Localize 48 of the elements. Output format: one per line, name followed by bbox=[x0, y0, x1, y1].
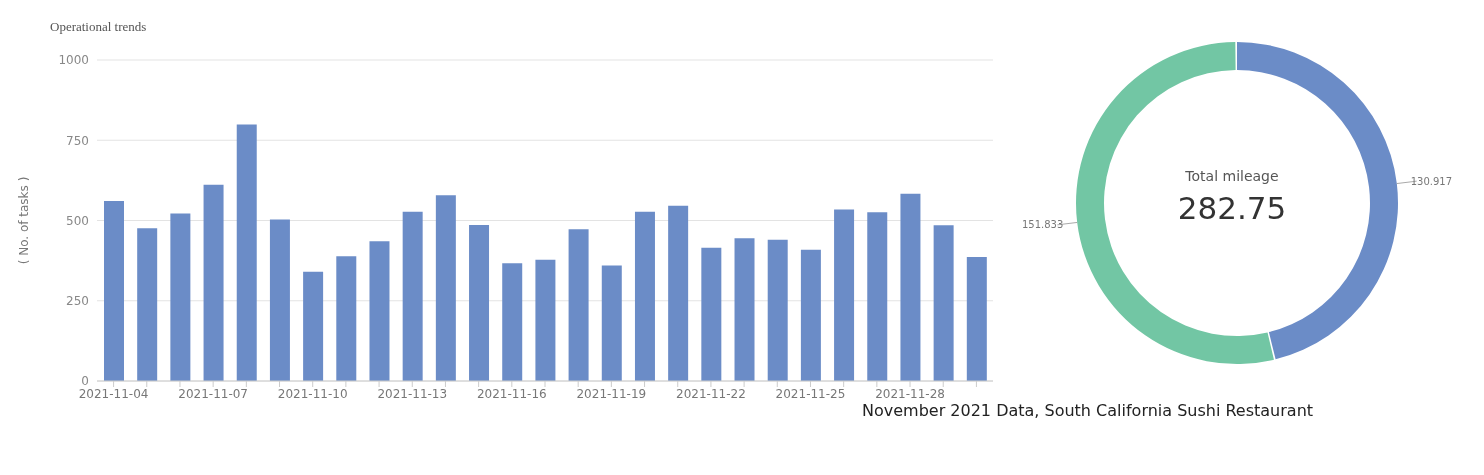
bar bbox=[800, 249, 821, 381]
bar bbox=[535, 259, 556, 381]
x-tick-label: 2021-11-25 bbox=[775, 386, 846, 401]
bar bbox=[900, 193, 921, 381]
y-tick-label: 1000 bbox=[58, 53, 89, 68]
x-tick-label: 2021-11-22 bbox=[676, 386, 746, 401]
bar bbox=[933, 225, 954, 381]
x-tick-label: 2021-11-10 bbox=[277, 386, 348, 401]
bar bbox=[701, 247, 722, 381]
bar bbox=[867, 212, 888, 381]
bar bbox=[668, 205, 689, 381]
x-tick-label: 2021-11-28 bbox=[875, 386, 945, 401]
y-tick-label: 500 bbox=[66, 213, 89, 228]
bar bbox=[336, 256, 357, 381]
x-tick-label: 2021-11-19 bbox=[576, 386, 647, 401]
bar bbox=[734, 238, 755, 381]
y-axis-title: ( No. of tasks ) bbox=[17, 176, 32, 265]
bar bbox=[236, 124, 257, 381]
bar bbox=[634, 211, 655, 381]
data-label: 130.917 bbox=[1410, 176, 1453, 188]
bar bbox=[767, 239, 788, 381]
x-tick-label: 2021-11-07 bbox=[178, 386, 249, 401]
x-tick-label: 2021-11-13 bbox=[377, 386, 448, 401]
x-tick-label: 2021-11-16 bbox=[476, 386, 547, 401]
bar bbox=[137, 228, 158, 381]
bar bbox=[966, 257, 987, 381]
bar bbox=[203, 184, 224, 381]
text: Total mileage bbox=[1184, 168, 1280, 184]
bar bbox=[269, 219, 290, 381]
bar bbox=[568, 229, 589, 381]
y-tick-label: 250 bbox=[66, 294, 89, 309]
bar bbox=[834, 209, 855, 381]
bar bbox=[502, 263, 523, 381]
bar bbox=[601, 265, 622, 381]
bar bbox=[104, 200, 124, 381]
y-tick-label: 750 bbox=[66, 133, 89, 148]
bar bbox=[469, 224, 490, 381]
x-tick-label: 2021-11-04 bbox=[78, 386, 149, 401]
bar bbox=[369, 241, 390, 381]
bar bbox=[303, 271, 324, 381]
text: November 2021 Data, South California Sushi Restaurant bbox=[862, 401, 1314, 420]
y-tick-label: 0 bbox=[81, 374, 89, 389]
bar bbox=[435, 195, 456, 381]
data-label: 151.833 bbox=[1021, 218, 1064, 230]
bar bbox=[402, 211, 423, 381]
chart-title: Operational trends bbox=[50, 19, 147, 35]
bar bbox=[170, 213, 191, 381]
text: 282.75 bbox=[1176, 190, 1288, 226]
